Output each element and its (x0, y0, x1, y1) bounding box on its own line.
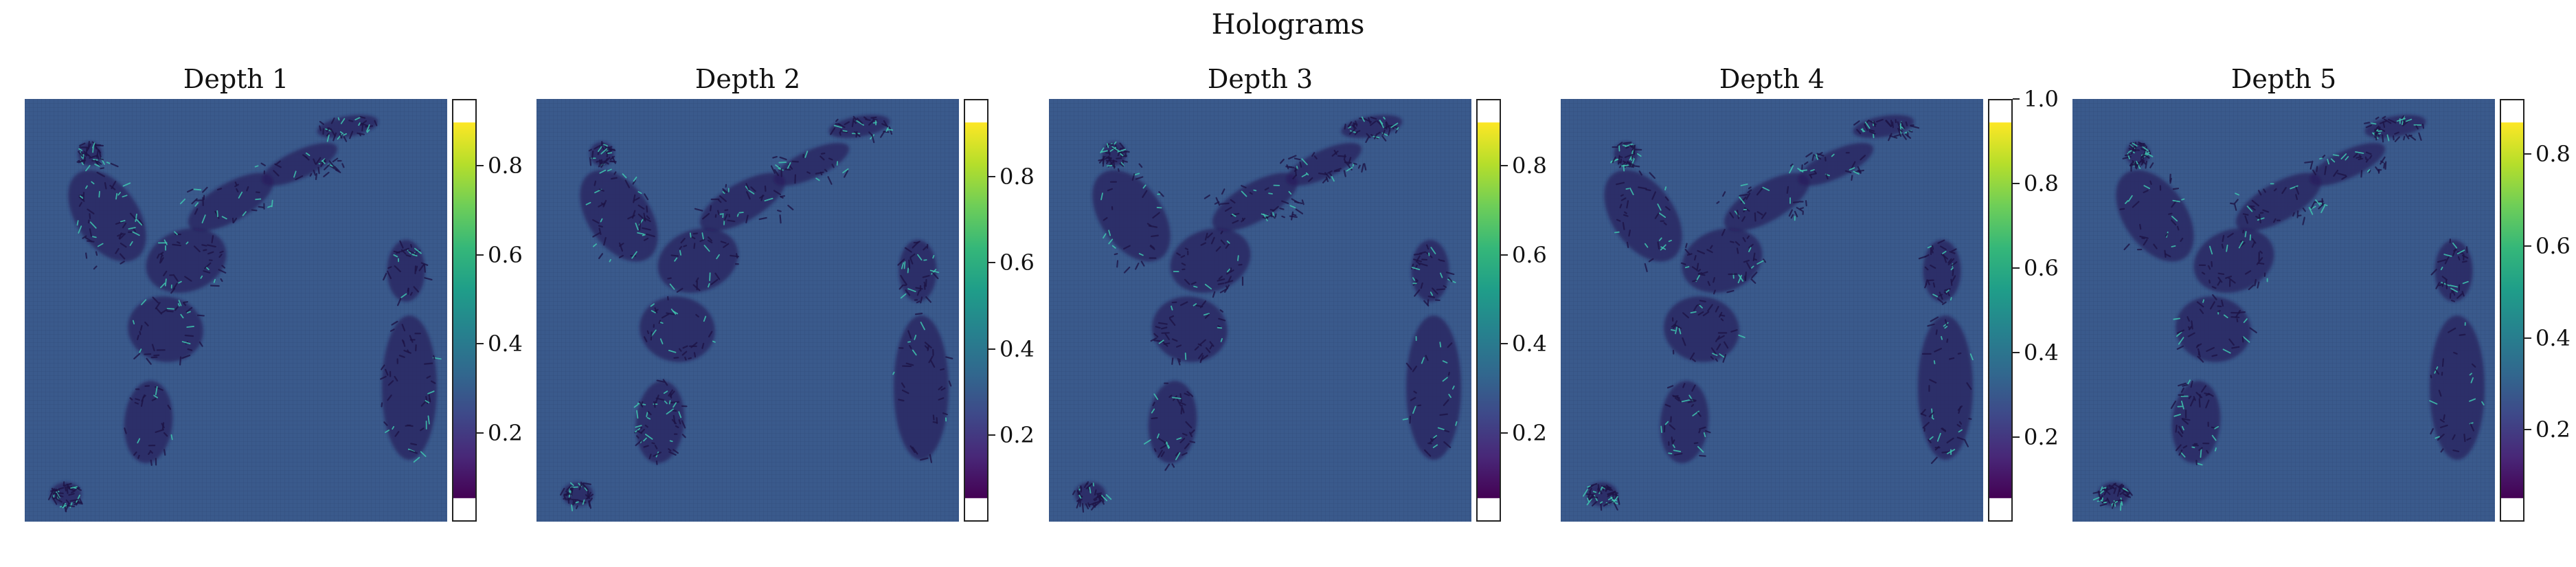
colorbar-tick-label: 0.6 (488, 241, 523, 268)
panel-title: Depth 2 (694, 64, 801, 94)
colorbar-tick (1501, 343, 1508, 345)
colorbar-tick (2013, 98, 2020, 100)
colorbar-tick-label: 0.8 (999, 163, 1035, 190)
colorbar-tick (477, 432, 484, 434)
colorbar-gradient (2501, 122, 2523, 498)
colorbar-tick (477, 343, 484, 345)
hologram-image (1561, 99, 1983, 522)
panel-title: Depth 4 (1719, 64, 1825, 94)
colorbar-tick-label: 0.4 (1512, 331, 1547, 357)
colorbar-tick (2524, 429, 2531, 431)
hologram-speckles (1072, 116, 1458, 513)
hologram-image (25, 99, 447, 522)
colorbar-tick (988, 434, 995, 436)
hologram-image (2072, 99, 2495, 522)
colorbar-gradient (453, 122, 475, 498)
panel-title: Depth 1 (183, 64, 289, 94)
colorbar (1988, 99, 2013, 522)
colorbar-tick-label: 0.2 (999, 422, 1035, 449)
hologram-background (1561, 99, 1983, 522)
hologram-image (536, 99, 959, 522)
colorbar-tick-label: 0.8 (2024, 170, 2059, 197)
colorbar-tick-label: 0.2 (2535, 416, 2571, 443)
colorbar (964, 99, 988, 522)
colorbar-tick-label: 0.4 (2535, 324, 2571, 351)
colorbar-tick (1501, 254, 1508, 256)
hologram-background (536, 99, 959, 522)
colorbar (452, 99, 477, 522)
colorbar-tick (2524, 153, 2531, 155)
colorbar-gradient (1989, 122, 2011, 498)
hologram-speckles (2092, 115, 2485, 511)
colorbar-tick (2013, 267, 2020, 269)
colorbar-tick (477, 254, 484, 256)
panel-title: Depth 3 (1207, 64, 1313, 94)
colorbar-gradient (965, 122, 987, 498)
colorbar-tick (988, 175, 995, 177)
hologram-structure (1074, 115, 1461, 507)
colorbar-tick-label: 0.6 (1512, 241, 1547, 268)
figure-title: Holograms (1211, 9, 1365, 41)
colorbar-tick (477, 165, 484, 167)
colorbar-tick-label: 0.4 (488, 331, 523, 357)
hologram-image (1049, 99, 1471, 522)
colorbar-tick-label: 0.4 (2024, 340, 2059, 366)
colorbar-tick-label: 0.8 (2535, 141, 2571, 168)
colorbar-tick-label: 0.4 (999, 335, 1035, 362)
hologram-background (25, 99, 447, 522)
colorbar-tick (988, 348, 995, 350)
panel-title: Depth 5 (2230, 64, 2337, 94)
hologram-background (1049, 99, 1471, 522)
hologram-speckles (560, 115, 953, 511)
colorbar-tick-label: 0.6 (2024, 255, 2059, 281)
colorbar-tick (988, 262, 995, 264)
hologram-speckles (1582, 118, 1974, 511)
colorbar-tick (2524, 337, 2531, 339)
colorbar-tick-label: 0.2 (1512, 419, 1547, 446)
colorbar-tick-label: 0.8 (488, 153, 523, 179)
colorbar-tick-label: 0.6 (999, 249, 1035, 276)
colorbar-tick-label: 0.6 (2535, 232, 2571, 259)
colorbar-tick (1501, 432, 1508, 434)
colorbar-tick-label: 0.2 (2024, 424, 2059, 450)
colorbar-tick-label: 0.2 (488, 419, 523, 446)
colorbar-tick (2524, 245, 2531, 247)
colorbar (2500, 99, 2524, 522)
colorbar-gradient (1478, 122, 1500, 498)
colorbar-tick-label: 1.0 (2024, 86, 2059, 112)
colorbar (1476, 99, 1501, 522)
colorbar-tick (1501, 165, 1508, 167)
colorbar-tick (2013, 352, 2020, 353)
colorbar-tick-label: 0.8 (1512, 153, 1547, 179)
colorbar-tick (2013, 183, 2020, 184)
colorbar-tick (2013, 436, 2020, 438)
hologram-background (2072, 99, 2495, 522)
hologram-speckles (47, 115, 442, 513)
